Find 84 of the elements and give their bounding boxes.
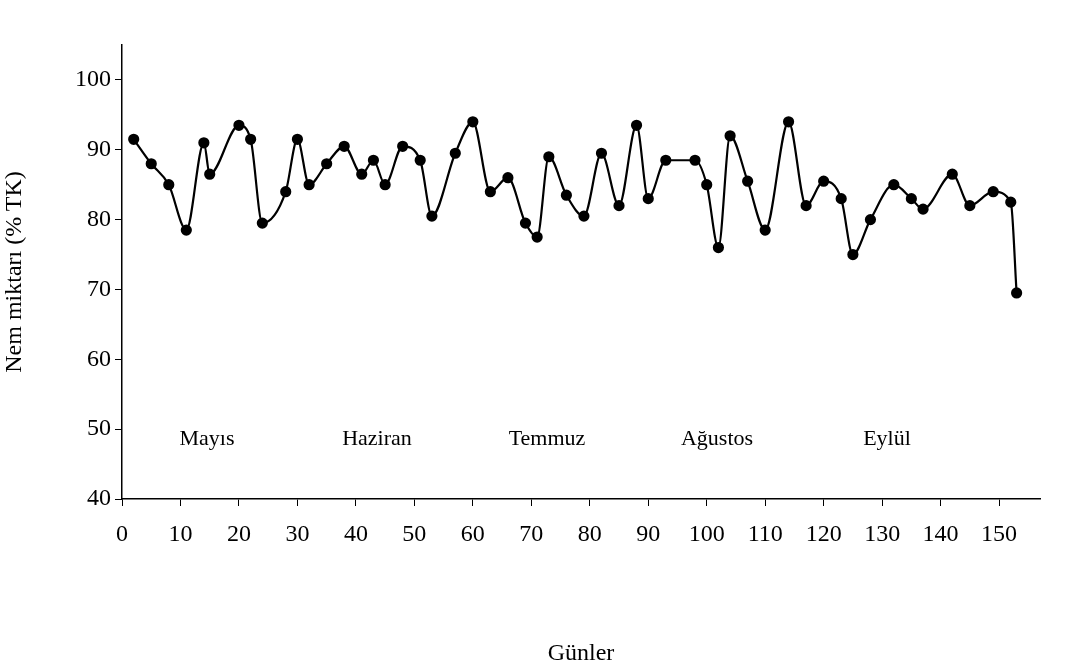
point: [987, 186, 999, 198]
point: [145, 158, 157, 170]
point: [701, 179, 713, 191]
point: [724, 130, 736, 142]
point: [356, 168, 368, 180]
y-tick-label: 100: [75, 65, 111, 92]
annotation: Mayıs: [179, 424, 235, 450]
point: [303, 179, 315, 191]
x-tick-label: 20: [226, 519, 251, 546]
point: [782, 116, 795, 128]
point: [742, 175, 754, 187]
y-tick-label: 80: [87, 204, 111, 231]
point: [367, 154, 380, 166]
point: [543, 151, 555, 163]
point: [800, 200, 812, 212]
x-tick-label: 110: [747, 519, 783, 546]
point: [712, 241, 725, 254]
point: [613, 200, 625, 212]
annotation: Temmuz: [508, 424, 586, 450]
y-tick-label: 90: [87, 135, 111, 162]
point: [502, 172, 514, 184]
point: [128, 133, 140, 145]
point: [484, 186, 496, 198]
point: [964, 200, 976, 212]
point: [1011, 287, 1023, 299]
x-tick-label: 80: [577, 519, 602, 546]
point: [630, 119, 643, 131]
point: [467, 116, 479, 128]
y-axis-title: Nem miktarı (% TK): [0, 171, 26, 373]
point: [198, 137, 210, 149]
x-tick-label: 60: [460, 519, 485, 546]
y-tick-label: 60: [87, 344, 111, 371]
x-tick-label: 10: [168, 519, 193, 546]
point: [835, 193, 847, 205]
point: [1005, 196, 1017, 208]
point: [379, 179, 391, 191]
point: [449, 147, 461, 159]
point: [519, 217, 532, 229]
point: [338, 140, 350, 152]
x-tick-label: 40: [343, 519, 368, 546]
point: [560, 189, 572, 201]
annotation: Ağustos: [680, 424, 754, 450]
point: [946, 168, 958, 180]
point: [204, 168, 216, 180]
point: [397, 140, 409, 152]
point: [321, 158, 333, 170]
annotation: Eylül: [863, 424, 911, 450]
x-axis-title: Günler: [547, 638, 615, 665]
point: [759, 224, 771, 236]
point: [280, 186, 292, 198]
x-tick-label: 120: [805, 519, 842, 546]
point: [531, 231, 543, 243]
x-tick-label: 90: [636, 519, 661, 546]
point: [256, 217, 268, 229]
y-tick-label: 70: [87, 274, 111, 301]
point: [291, 133, 304, 145]
y-tick-label: 50: [87, 414, 111, 441]
x-tick-label: 70: [519, 519, 544, 546]
point: [689, 154, 701, 166]
x-tick-label: 30: [285, 519, 310, 546]
point: [163, 179, 175, 191]
point: [180, 224, 192, 236]
point: [847, 248, 859, 261]
point: [642, 193, 654, 205]
point: [818, 175, 830, 187]
x-tick-label: 100: [688, 519, 725, 546]
point: [426, 210, 438, 222]
point: [888, 179, 900, 191]
point: [917, 203, 929, 215]
y-tick-label: 40: [87, 484, 111, 511]
point: [245, 133, 257, 145]
x-tick-label: 140: [922, 519, 959, 546]
point: [595, 147, 608, 159]
point: [864, 214, 877, 226]
x-tick-label: 130: [864, 519, 901, 546]
point: [414, 154, 426, 166]
x-tick-label: 0: [116, 519, 128, 546]
point: [905, 193, 917, 205]
point: [578, 210, 590, 222]
x-tick-label: 50: [402, 519, 427, 546]
point: [660, 154, 672, 166]
annotation: Haziran: [342, 424, 412, 450]
point: [233, 119, 245, 131]
x-tick-label: 150: [981, 519, 1018, 546]
